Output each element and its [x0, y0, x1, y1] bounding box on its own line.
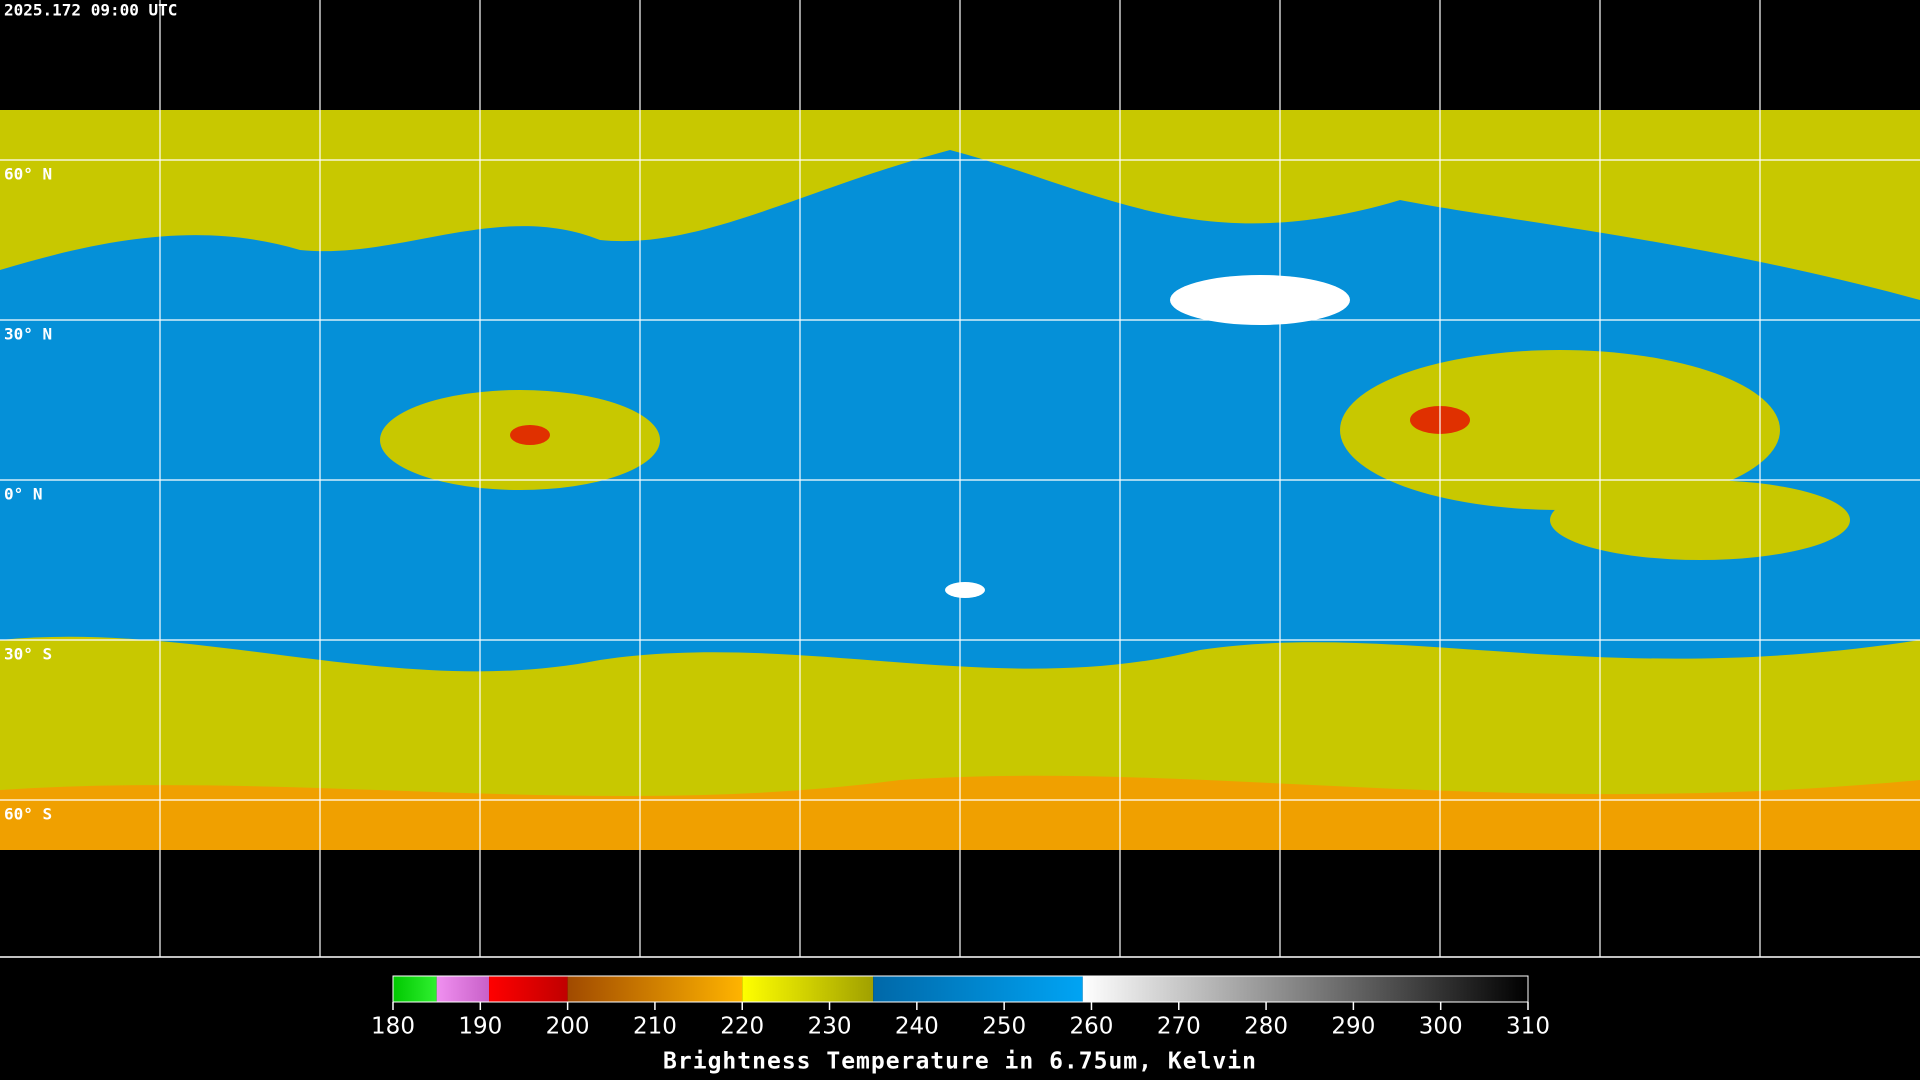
colorbar-tick-label: 240	[895, 1014, 939, 1040]
colorbar-tick-label: 230	[808, 1014, 852, 1040]
colorbar-band	[567, 976, 743, 1002]
colorbar-tick-label: 310	[1506, 1014, 1550, 1040]
timestamp: 2025.172 09:00 UTC	[4, 1, 177, 20]
colorbar-band	[393, 976, 437, 1002]
dry-region	[1170, 275, 1350, 325]
colorbar-tick-label: 260	[1070, 1014, 1114, 1040]
latitude-label: 30° N	[4, 325, 52, 344]
convection-core	[510, 425, 550, 445]
colorbar-band	[873, 976, 1083, 1002]
latitude-label: 60° N	[4, 165, 52, 184]
colorbar-tick-label: 250	[982, 1014, 1026, 1040]
colorbar-band	[1082, 976, 1528, 1002]
colorbar-band	[436, 976, 490, 1002]
dry-region	[945, 582, 985, 598]
graticule	[0, 0, 1920, 957]
latitude-label: 60° S	[4, 805, 52, 824]
colorbar-tick-label: 290	[1331, 1014, 1375, 1040]
colorbar-tick-label: 190	[458, 1014, 502, 1040]
latitude-label: 30° S	[4, 645, 52, 664]
colorbar-tick-label: 280	[1244, 1014, 1288, 1040]
colorbar-band	[489, 976, 568, 1002]
colorbar-tick-label: 220	[720, 1014, 764, 1040]
colorbar-tick-label: 180	[371, 1014, 415, 1040]
colorbar-tick-label: 210	[633, 1014, 677, 1040]
latitude-label: 0° N	[4, 485, 43, 504]
colorbar-tick-label: 200	[546, 1014, 590, 1040]
colorbar-title: Brightness Temperature in 6.75um, Kelvin	[663, 1049, 1257, 1075]
convection	[1550, 480, 1850, 560]
colorbar-frame	[392, 975, 1529, 1003]
colorbar-tick-label: 270	[1157, 1014, 1201, 1040]
colorbar-band	[742, 976, 874, 1002]
colorbar-tick-label: 300	[1419, 1014, 1463, 1040]
convection	[1340, 350, 1780, 510]
colorbar: 180 190 200 210 220 230 240 250 260 270 280 290 300 3…	[371, 975, 1550, 1040]
